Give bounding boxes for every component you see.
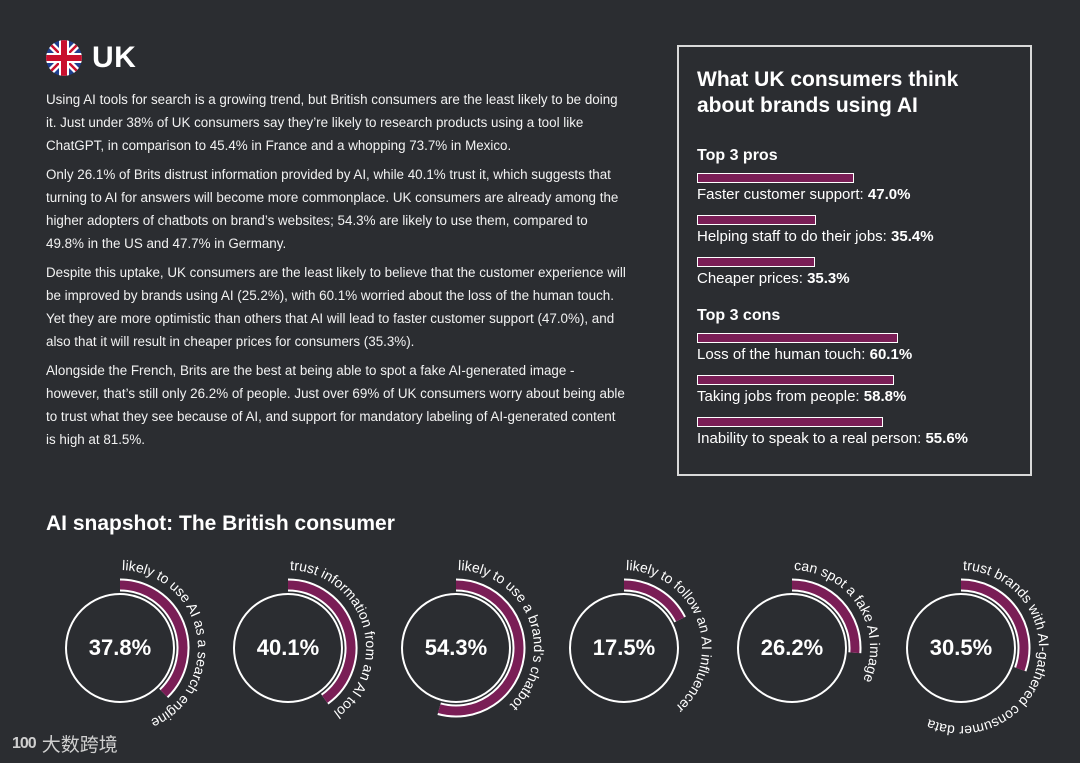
- gauge-arc: [960, 580, 1029, 671]
- gauge: trust brands with AI-gathered consumer d…: [866, 548, 1056, 739]
- gauge-value: 37.8%: [88, 635, 152, 660]
- uk-flag-icon: [46, 40, 82, 76]
- gauge: likely to follow an AI influencer 17.5%: [529, 548, 719, 738]
- gauge-circle: [233, 593, 343, 703]
- con-item: Taking jobs from people: 58.8%: [697, 375, 1012, 405]
- page-header: UK: [46, 40, 136, 76]
- gauge-value: 54.3%: [424, 635, 488, 660]
- pros-title: Top 3 pros: [697, 147, 778, 164]
- gauge-ring: trust brands with AI-gathered consumer d…: [906, 557, 1052, 739]
- gauge-value: 40.1%: [256, 635, 320, 660]
- paragraph: Despite this uptake, UK consumers are th…: [46, 265, 626, 349]
- pro-item: Faster customer support: 47.0%: [697, 173, 1012, 203]
- gauge-circle: [401, 593, 511, 703]
- pro-item: Cheaper prices: 35.3%: [697, 257, 1012, 287]
- watermark: 100 大数跨境: [12, 730, 118, 757]
- pro-bar: [697, 173, 855, 183]
- pro-label: Cheaper prices:: [697, 270, 808, 287]
- gauge-circle: [737, 593, 847, 703]
- gauge-arc: [437, 580, 524, 716]
- pro-bar: [697, 215, 816, 225]
- gauge-circle: [906, 593, 1016, 703]
- pro-bar: [697, 257, 816, 267]
- gauge: likely to use AI as a search engine 37.8%: [25, 548, 215, 738]
- gauge-arc: [119, 580, 188, 697]
- pro-label: Faster customer support:: [697, 186, 868, 203]
- con-label: Taking jobs from people:: [697, 388, 864, 405]
- gauge-value: 30.5%: [929, 635, 993, 660]
- paragraph: Only 26.1% of Brits distrust information…: [46, 167, 619, 251]
- con-item: Loss of the human touch: 60.1%: [697, 333, 1012, 363]
- gauge-value: 17.5%: [592, 635, 656, 660]
- gauge: can spot a fake AI image 26.2%: [697, 548, 887, 738]
- con-bar: [697, 375, 894, 385]
- gauge-ring: trust information from an AI tool: [233, 557, 379, 722]
- snapshot-gauges: likely to use AI as a search engine 37.8%…: [0, 548, 1080, 739]
- cons-title: Top 3 cons: [697, 307, 781, 324]
- watermark-text: 大数跨境: [41, 735, 118, 756]
- snapshot-title: AI snapshot: The British consumer: [46, 512, 395, 535]
- gauge-arc: [623, 580, 685, 622]
- gauge-value: 26.2%: [760, 635, 824, 660]
- con-bar: [697, 333, 899, 343]
- pro-value: 47.0%: [867, 186, 911, 203]
- gauge-arc: [287, 580, 356, 703]
- con-bar: [697, 417, 884, 427]
- gauge-circle: [65, 593, 175, 703]
- pro-value: 35.4%: [891, 228, 934, 245]
- pros-cons-panel: What UK consumers think about brands usi…: [677, 45, 1032, 476]
- gauge: trust information from an AI tool 40.1%: [193, 548, 383, 738]
- pro-label: Helping staff to do their jobs:: [697, 228, 892, 245]
- gauge: likely to use a brand's chatbot 54.3%: [361, 548, 551, 738]
- con-value: 58.8%: [863, 388, 907, 405]
- pro-item: Helping staff to do their jobs: 35.4%: [697, 215, 1012, 245]
- panel-title: What UK consumers think about brands usi…: [697, 68, 959, 117]
- gauge-ring: likely to use a brand's chatbot: [401, 557, 547, 718]
- con-value: 55.6%: [925, 430, 969, 447]
- gauge-ring: can spot a fake AI image: [737, 557, 883, 703]
- gauge-circle: [569, 593, 679, 703]
- pro-value: 35.3%: [807, 270, 850, 287]
- con-label: Loss of the human touch:: [697, 346, 870, 363]
- con-value: 60.1%: [869, 346, 913, 363]
- con-item: Inability to speak to a real person: 55.…: [697, 417, 1012, 447]
- watermark-logo: 100: [12, 734, 37, 752]
- body-text: Using AI tools for search is a growing t…: [46, 88, 626, 457]
- country-title: UK: [92, 41, 137, 74]
- paragraph: Using AI tools for search is a growing t…: [46, 92, 618, 153]
- con-label: Inability to speak to a real person:: [697, 430, 926, 447]
- paragraph: Alongside the French, Brits are the best…: [46, 363, 625, 447]
- gauge-arc: [791, 580, 860, 654]
- gauge-ring: likely to follow an AI influencer: [569, 557, 715, 717]
- gauge-ring: likely to use AI as a search engine: [65, 557, 211, 732]
